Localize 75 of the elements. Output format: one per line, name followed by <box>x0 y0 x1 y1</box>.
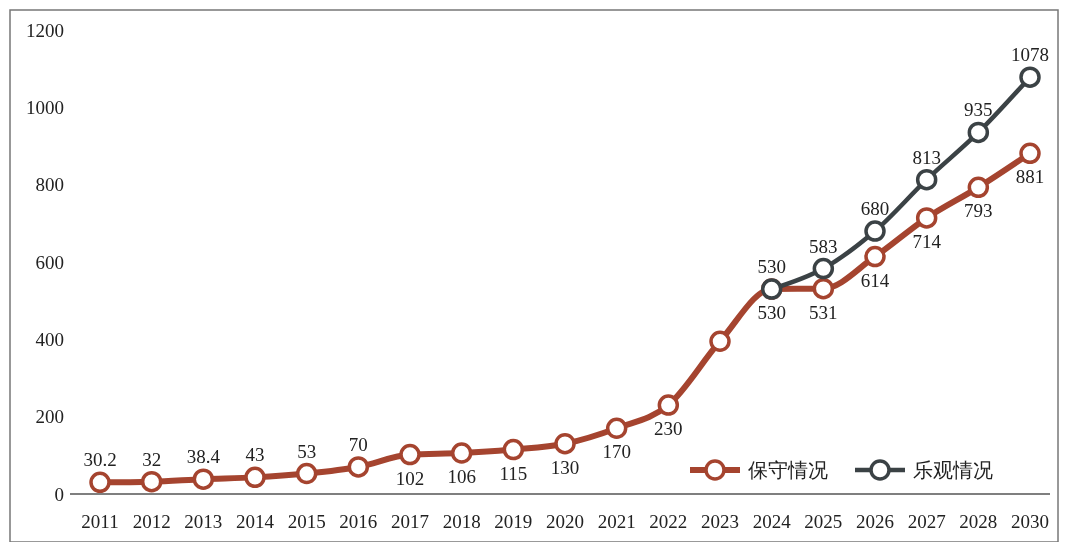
x-tick-label: 2013 <box>184 511 223 532</box>
point <box>812 257 835 280</box>
x-tick-label: 2018 <box>442 511 481 532</box>
data-label: 70 <box>348 433 368 455</box>
x-tick-label: 2015 <box>287 511 326 532</box>
x-tick-label: 2028 <box>959 511 998 532</box>
data-label: 793 <box>964 200 993 222</box>
point <box>915 207 938 229</box>
data-label: 102 <box>395 467 425 489</box>
data-label: 530 <box>757 302 786 324</box>
point <box>295 462 318 485</box>
x-tick-label: 2027 <box>907 511 946 532</box>
x-tick-label: 2025 <box>804 511 843 532</box>
data-label: 106 <box>447 466 476 488</box>
point <box>1019 66 1041 88</box>
point <box>915 168 938 191</box>
point <box>864 220 886 242</box>
point <box>554 432 576 455</box>
x-tick-label: 2011 <box>81 511 119 532</box>
y-tick-label: 0 <box>54 483 64 505</box>
x-tick-label: 2022 <box>649 511 688 532</box>
legend-label: 乐观情况 <box>913 458 993 482</box>
point <box>709 330 731 353</box>
point <box>967 176 990 199</box>
point <box>657 394 680 416</box>
y-tick-label: 1000 <box>26 96 64 118</box>
x-tick-label: 2017 <box>391 511 429 532</box>
legend-label: 保守情况 <box>748 458 828 482</box>
y-tick-label: 800 <box>35 174 64 196</box>
data-label: 714 <box>912 230 942 252</box>
point <box>192 468 215 490</box>
data-label: 43 <box>245 444 265 466</box>
data-label: 1078 <box>1011 44 1049 66</box>
x-tick-label: 2021 <box>597 511 636 532</box>
data-label: 531 <box>809 301 838 323</box>
point <box>244 466 266 489</box>
data-label: 32 <box>142 448 162 470</box>
x-tick-label: 2019 <box>494 511 533 532</box>
point <box>864 245 886 268</box>
data-label: 530 <box>757 256 786 278</box>
data-label: 230 <box>654 418 683 440</box>
data-label: 30.2 <box>83 449 117 471</box>
x-tick-label: 2026 <box>856 511 894 532</box>
point <box>605 417 628 440</box>
point <box>450 442 473 464</box>
y-tick-label: 1200 <box>26 19 64 41</box>
data-label: 614 <box>860 269 890 291</box>
data-label: 881 <box>1015 166 1045 188</box>
x-tick-label: 2030 <box>1011 511 1049 532</box>
x-tick-label: 2016 <box>339 511 378 532</box>
data-label: 53 <box>297 440 317 462</box>
y-tick-label: 400 <box>35 328 64 350</box>
point <box>502 438 525 461</box>
x-tick-label: 2024 <box>752 511 792 532</box>
point <box>812 277 835 300</box>
data-label: 813 <box>912 146 941 168</box>
point <box>967 121 990 144</box>
data-label: 170 <box>602 441 631 463</box>
data-label: 38.4 <box>186 446 221 468</box>
point <box>140 470 163 493</box>
y-tick-label: 200 <box>35 406 64 428</box>
x-tick-label: 2012 <box>132 511 171 532</box>
data-label: 935 <box>964 99 993 121</box>
data-label: 130 <box>550 456 580 478</box>
y-tick-label: 600 <box>35 251 64 273</box>
data-label: 680 <box>860 198 890 220</box>
data-label: 583 <box>809 235 838 257</box>
x-tick-label: 2023 <box>701 511 739 532</box>
point <box>399 443 421 466</box>
point <box>89 471 111 494</box>
x-tick-label: 2014 <box>236 511 275 532</box>
data-label: 115 <box>499 462 528 484</box>
point <box>347 456 370 478</box>
x-tick-label: 2020 <box>546 511 584 532</box>
point <box>1019 142 1041 165</box>
